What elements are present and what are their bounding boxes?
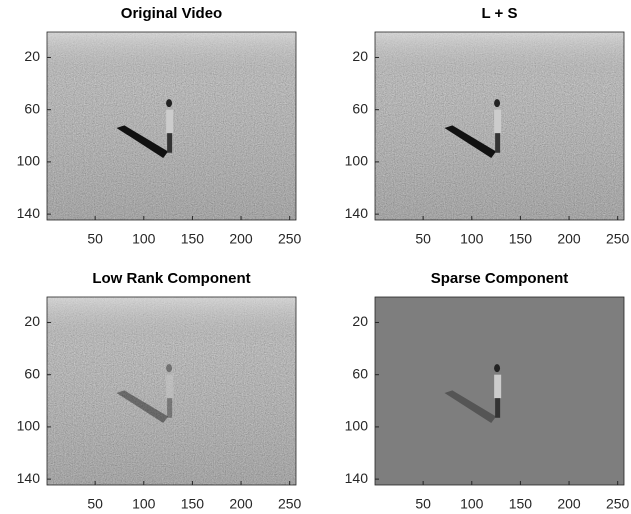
person-head	[494, 99, 500, 107]
x-tick-label: 100	[460, 231, 484, 247]
person-body	[494, 375, 501, 399]
panel-title: Low Rank Component	[92, 270, 250, 287]
x-tick-label: 250	[606, 231, 630, 247]
x-tick-label: 100	[460, 496, 484, 512]
person-legs	[167, 133, 172, 153]
person-head	[166, 99, 172, 107]
y-tick-label: 60	[24, 365, 40, 381]
x-tick-label: 100	[132, 231, 156, 247]
person-head	[494, 364, 500, 372]
x-tick-label: 200	[557, 231, 581, 247]
x-tick-label: 200	[229, 496, 253, 512]
x-tick-label: 50	[415, 231, 431, 247]
image	[375, 32, 624, 220]
y-tick-label: 100	[17, 418, 41, 434]
x-tick-label: 50	[87, 496, 103, 512]
person-head	[166, 364, 172, 372]
image	[375, 297, 624, 485]
x-tick-label: 150	[181, 231, 205, 247]
x-tick-label: 50	[415, 496, 431, 512]
y-tick-label: 20	[352, 313, 368, 329]
y-tick-label: 140	[345, 470, 369, 486]
y-tick-label: 60	[352, 365, 368, 381]
x-tick-label: 100	[132, 496, 156, 512]
y-tick-label: 20	[24, 48, 40, 64]
y-tick-label: 140	[17, 205, 41, 221]
y-tick-label: 140	[345, 205, 369, 221]
x-tick-label: 150	[181, 496, 205, 512]
person-body	[166, 375, 173, 399]
image	[47, 297, 296, 485]
x-tick-label: 150	[509, 231, 533, 247]
person-legs	[167, 398, 172, 418]
panel-title: Sparse Component	[431, 270, 569, 287]
y-tick-label: 20	[24, 313, 40, 329]
x-tick-label: 150	[509, 496, 533, 512]
y-tick-label: 100	[345, 418, 369, 434]
x-tick-label: 250	[278, 231, 302, 247]
x-tick-label: 200	[557, 496, 581, 512]
y-tick-label: 60	[24, 100, 40, 116]
y-tick-label: 20	[352, 48, 368, 64]
panel-title: Original Video	[121, 5, 222, 22]
figure: Original Video 50 100 150 200 250 20 60 100 140 L …	[0, 0, 631, 514]
person-legs	[495, 133, 500, 153]
y-tick-label: 100	[345, 153, 369, 169]
person-body	[494, 110, 501, 134]
panel-title: L + S	[482, 5, 518, 22]
image	[47, 32, 296, 220]
y-tick-label: 60	[352, 100, 368, 116]
x-tick-label: 250	[278, 496, 302, 512]
y-tick-label: 100	[17, 153, 41, 169]
x-tick-label: 200	[229, 231, 253, 247]
person-body	[166, 110, 173, 134]
person-legs	[495, 398, 500, 418]
y-tick-label: 140	[17, 470, 41, 486]
x-tick-label: 250	[606, 496, 630, 512]
x-tick-label: 50	[87, 231, 103, 247]
